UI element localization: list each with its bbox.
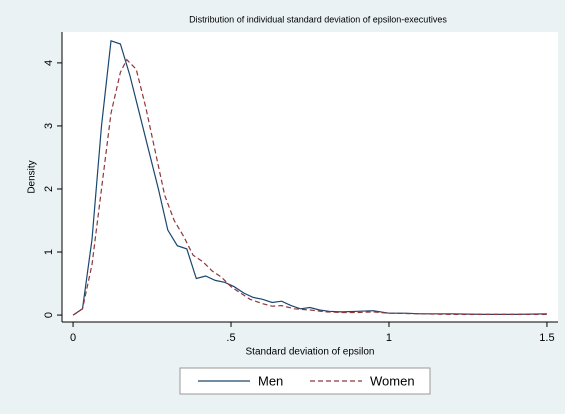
chart-title: Distribution of individual standard devi… [189, 14, 447, 24]
x-tick-label: 1.5 [539, 332, 554, 344]
y-axis-label: Density [27, 160, 38, 193]
line-series [72, 58, 547, 316]
y-tick-label: 2 [43, 186, 55, 192]
y-tick-label: 4 [43, 60, 55, 66]
y-tick-label: 0 [43, 312, 55, 318]
legend-label: Women [370, 373, 415, 388]
plot-area [62, 32, 558, 322]
legend-label: Men [258, 373, 283, 388]
x-tick-label: .5 [226, 332, 235, 344]
x-tick-label: 1 [386, 332, 392, 344]
y-tick-label: 3 [43, 123, 55, 129]
x-axis-label: Standard deviation of epsilon [246, 347, 375, 358]
y-tick-label: 1 [43, 249, 55, 255]
x-tick-label: 0 [70, 332, 76, 344]
